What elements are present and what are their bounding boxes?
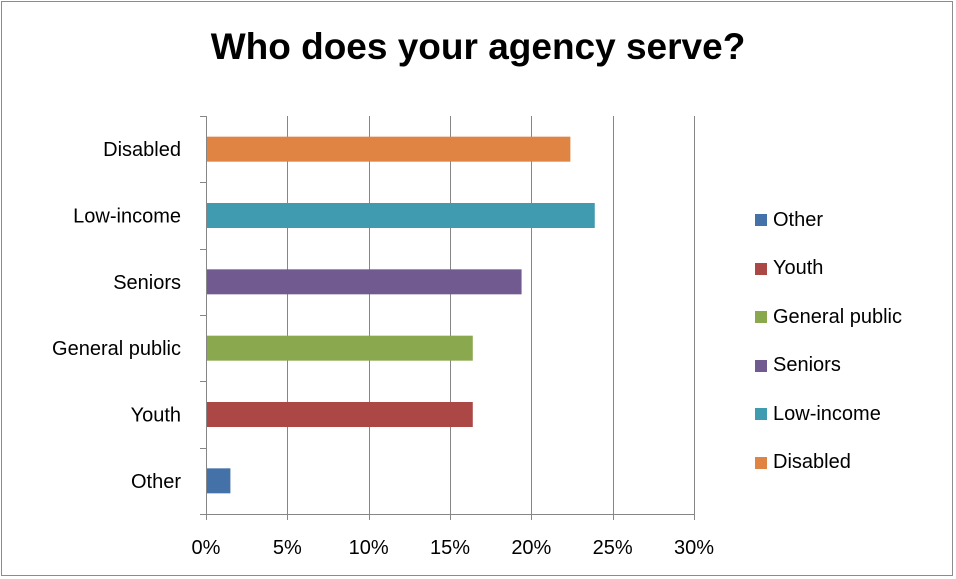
legend-label: Low-income bbox=[773, 402, 881, 425]
bar-seniors bbox=[207, 269, 522, 295]
labels: 0% 5% 10% 15% 20% 25% 30% Other Youth General pub… bbox=[52, 139, 714, 559]
legend-swatch bbox=[755, 262, 767, 275]
category-label: Youth bbox=[131, 405, 181, 427]
legend-label: Seniors bbox=[773, 354, 841, 377]
category-label: Other bbox=[131, 471, 181, 493]
legend: Other Youth General public Seniors Low-incom… bbox=[755, 196, 950, 487]
x-tick-label: 20% bbox=[511, 537, 551, 559]
bar-other bbox=[207, 468, 231, 494]
legend-swatch bbox=[755, 408, 767, 421]
legend-item: General public bbox=[755, 293, 950, 342]
legend-swatch bbox=[755, 456, 767, 469]
bar-general-public bbox=[207, 335, 473, 361]
x-tick-label: 15% bbox=[430, 537, 470, 559]
bars bbox=[207, 136, 595, 494]
category-label: Seniors bbox=[113, 272, 181, 294]
legend-label: Youth bbox=[773, 257, 824, 280]
category-label: Low-income bbox=[73, 206, 181, 228]
legend-item: Low-income bbox=[755, 390, 950, 439]
x-tick-label: 5% bbox=[273, 537, 302, 559]
x-tick-label: 10% bbox=[349, 537, 389, 559]
chart-title: Who does your agency serve? bbox=[210, 26, 746, 67]
bar-youth bbox=[207, 402, 473, 427]
legend-label: General public bbox=[773, 305, 902, 328]
legend-item: Seniors bbox=[755, 342, 950, 391]
legend-item: Disabled bbox=[755, 439, 950, 488]
axes bbox=[200, 116, 695, 520]
legend-swatch bbox=[755, 311, 767, 324]
legend-label: Other bbox=[773, 208, 824, 231]
bar-disabled bbox=[207, 136, 571, 162]
legend-swatch bbox=[755, 359, 767, 372]
category-label: Disabled bbox=[103, 139, 181, 161]
x-tick-label: 0% bbox=[192, 537, 221, 559]
gridlines bbox=[287, 116, 695, 514]
x-tick-label: 30% bbox=[674, 537, 714, 559]
legend-item: Other bbox=[755, 196, 950, 245]
category-label: General public bbox=[52, 338, 181, 360]
bar-low-income bbox=[207, 203, 595, 228]
legend-label: Disabled bbox=[773, 451, 851, 474]
legend-swatch bbox=[755, 214, 767, 227]
x-tick-label: 25% bbox=[593, 537, 633, 559]
legend-item: Youth bbox=[755, 245, 950, 294]
